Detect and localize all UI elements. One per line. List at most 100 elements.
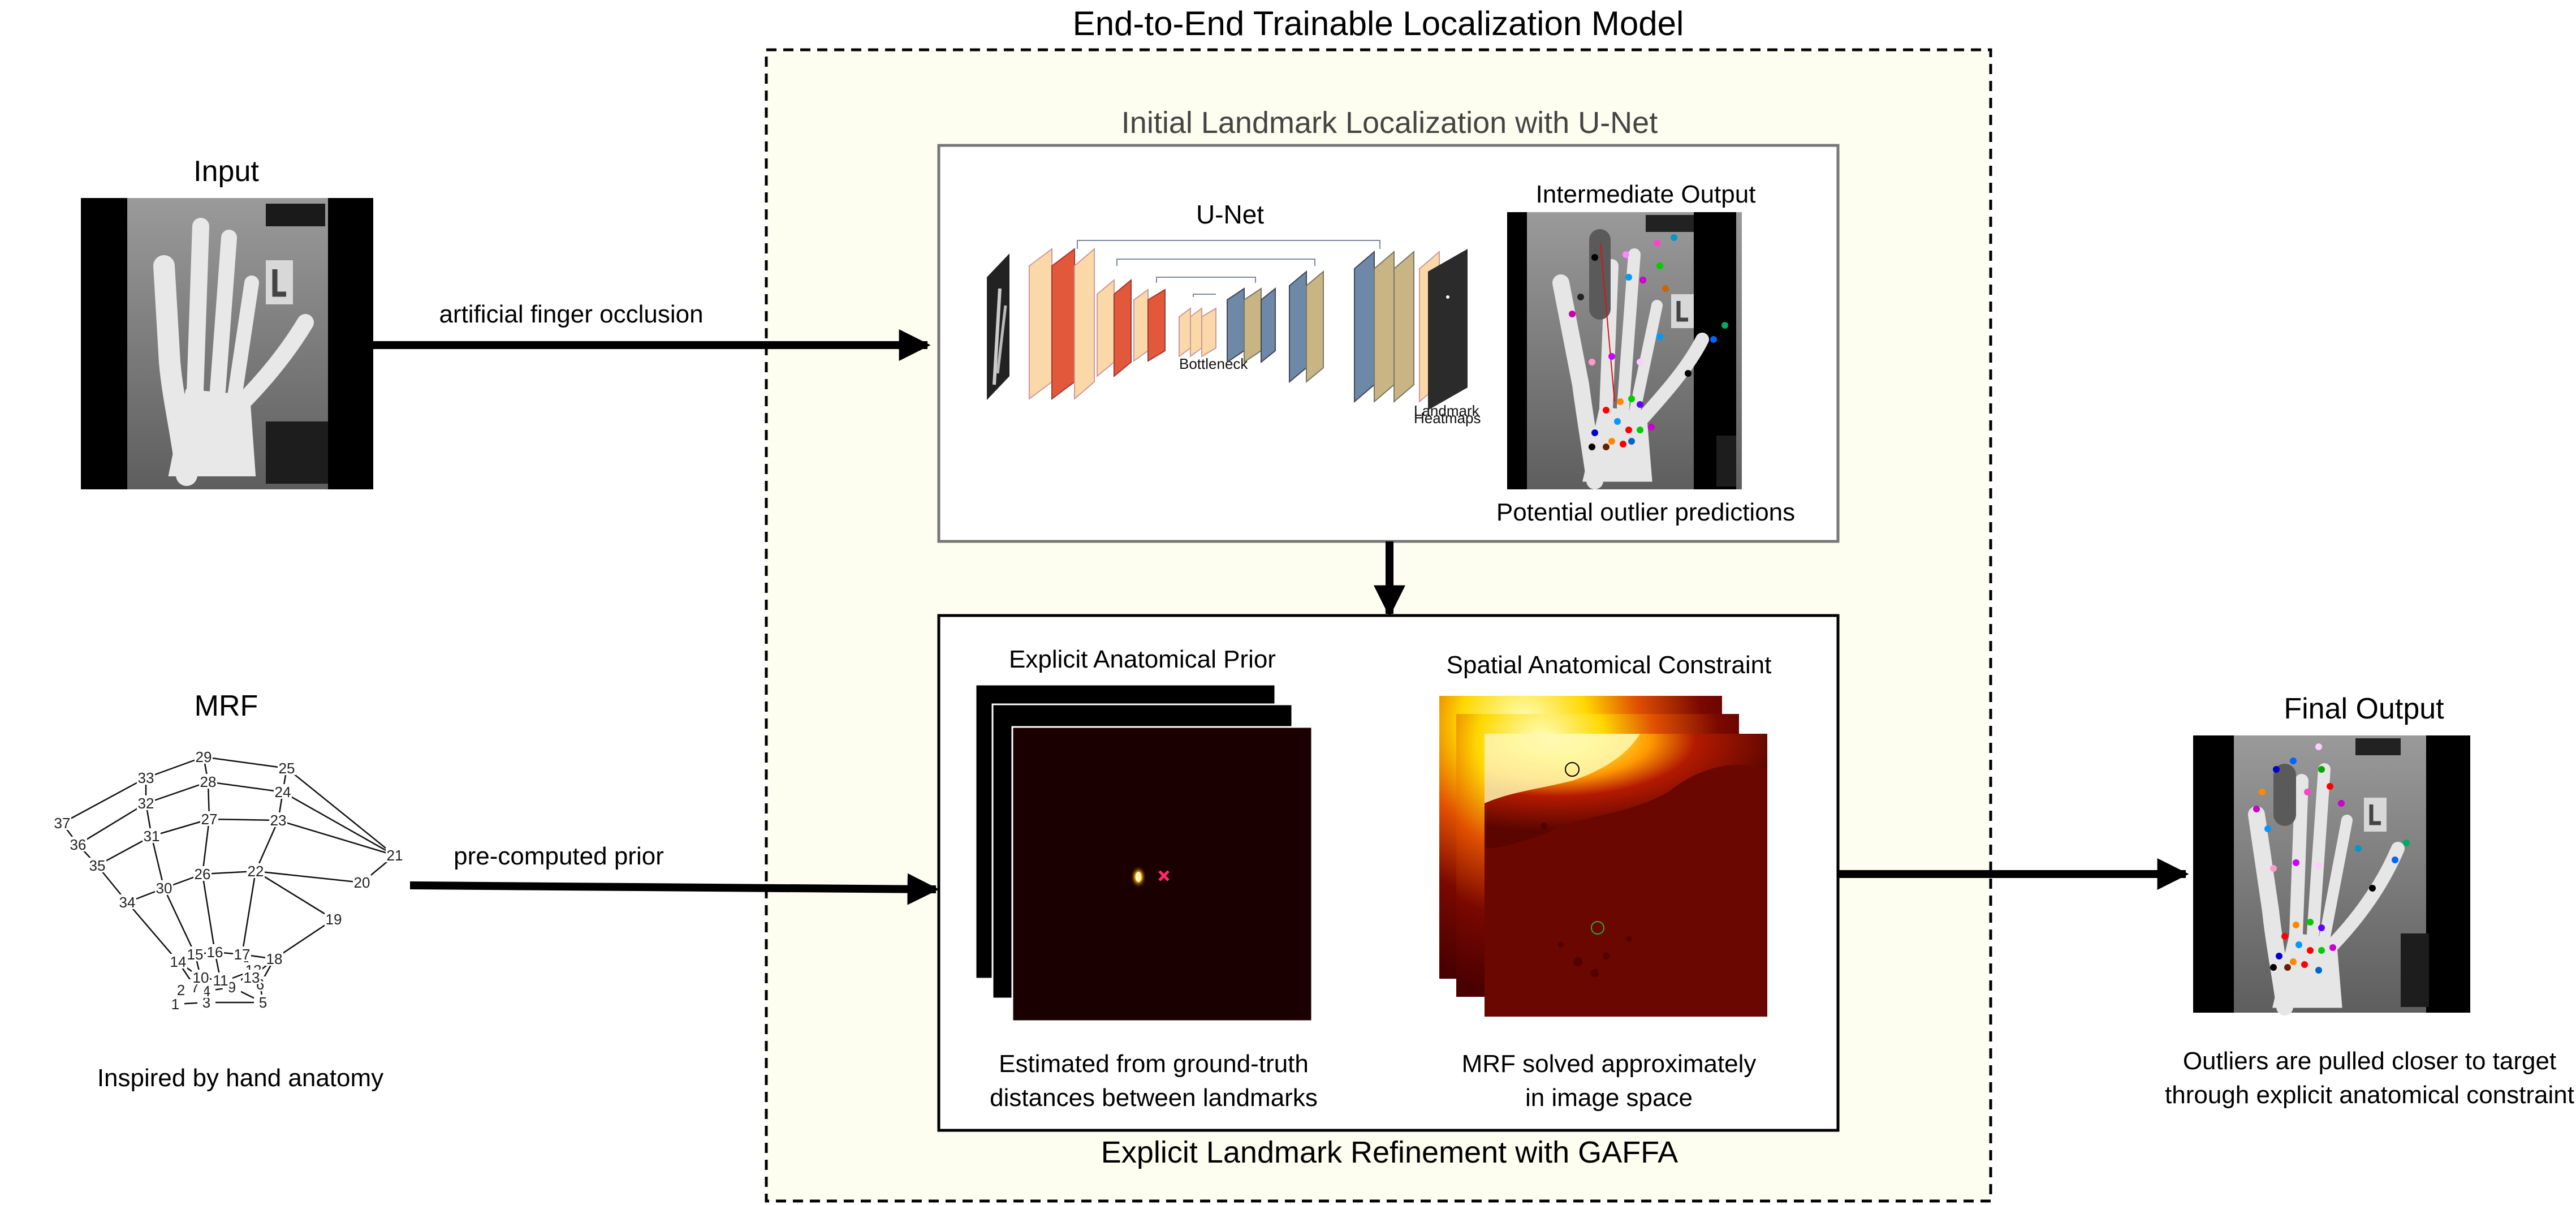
final-output-label: Final Output — [2284, 692, 2444, 725]
mrf-edge — [127, 902, 179, 962]
mrf-node-bg — [274, 784, 292, 799]
prior-caption-line-2: distances between landmarks — [990, 1084, 1318, 1112]
mrf-node-bg — [278, 760, 296, 775]
gaffa-section-title: Explicit Landmark Refinement with GAFFA — [1101, 1135, 1678, 1169]
mrf-edge — [255, 870, 334, 920]
mrf-node-bg — [155, 880, 173, 895]
mrf-node-bg — [212, 972, 230, 987]
mrf-node-label: 5 — [259, 994, 267, 1011]
mrf-node-label: 23 — [270, 812, 287, 829]
mrf-node-label: 33 — [138, 769, 154, 786]
mrf-node-label: 32 — [138, 795, 154, 812]
mrf-edge — [163, 888, 196, 955]
unet-section-title: Initial Landmark Localization with U-Net — [1121, 106, 1658, 140]
mrf-node-label: 24 — [275, 784, 291, 801]
edge-label-prior: pre-computed prior — [454, 842, 664, 870]
mrf-node-label: 21 — [387, 847, 403, 864]
mrf-edge — [278, 819, 395, 857]
mrf-node-label: 9 — [228, 979, 236, 996]
mrf-node-bg — [118, 894, 136, 909]
mrf-node-label: 16 — [207, 944, 223, 961]
mrf-graph: 1234567891011121314151617181920212223242… — [53, 748, 404, 1013]
svg-text:Landmark: Landmark — [1414, 402, 1480, 419]
mrf-node-bg — [193, 866, 212, 881]
mrf-node-bg — [137, 770, 155, 785]
mrf-node-label: 19 — [326, 911, 342, 928]
mrf-edge — [151, 818, 210, 837]
mrf-edge — [145, 781, 209, 804]
mrf-node-label: 11 — [213, 972, 228, 989]
mrf-node-bg — [265, 951, 283, 966]
mrf-node-bg — [195, 749, 213, 764]
mrf-node-label: 36 — [70, 836, 87, 853]
mrf-node-label: 27 — [201, 811, 218, 828]
mrf-edge — [255, 870, 363, 884]
mrf-edge — [208, 781, 283, 793]
mrf-edge — [209, 818, 279, 821]
intermediate-output-title: Intermediate Output — [1536, 180, 1756, 208]
mrf-node-bg — [169, 954, 187, 969]
mrf-edge — [241, 871, 257, 955]
intermediate-output-image — [1507, 212, 1742, 489]
mrf-node-label: 35 — [89, 857, 106, 874]
prior-heatmap-stack — [974, 683, 1313, 1022]
mrf-node-label: 13 — [244, 969, 260, 986]
mrf-node-label: 31 — [144, 828, 160, 845]
prior-title: Explicit Anatomical Prior — [1009, 645, 1276, 673]
final-output-image — [2193, 735, 2470, 1015]
mrf-node-label: 2 — [177, 982, 185, 999]
prior-caption-line-1: Estimated from ground-truth — [999, 1050, 1309, 1078]
mrf-node-bg — [386, 847, 404, 862]
mrf-label: MRF — [195, 690, 258, 722]
constraint-caption-line-1: MRF solved approximately — [1462, 1050, 1757, 1078]
edge-label-occlusion: artificial finger occlusion — [439, 300, 703, 328]
mrf-node-bg — [88, 858, 106, 872]
mrf-node-label: 20 — [354, 874, 370, 891]
mrf-node-bg — [69, 837, 87, 851]
unet-label: U-Net — [1196, 200, 1264, 229]
mrf-edge — [62, 777, 146, 824]
mrf-node-bg — [166, 996, 184, 1011]
final-caption-line-1: Outliers are pulled closer to target — [2183, 1047, 2556, 1075]
mrf-node-label: 4 — [202, 983, 210, 1000]
mrf-node-bg — [137, 795, 155, 810]
mrf-node-label: 26 — [195, 866, 211, 883]
mrf-node-label: 10 — [193, 969, 209, 986]
mrf-edge — [150, 836, 165, 889]
mrf-edge — [145, 756, 204, 779]
mrf-node-bg — [200, 811, 218, 826]
mrf-node-bg — [233, 946, 251, 961]
mrf-node-label: 29 — [196, 748, 212, 765]
mrf-node-label: 25 — [279, 760, 295, 777]
final-caption-line-2: through explicit anatomical constraint — [2165, 1081, 2574, 1109]
mrf-edge — [77, 802, 146, 846]
mrf-node-label: 14 — [170, 953, 187, 970]
arrow-prior-to-gaffa — [409, 873, 939, 905]
mrf-node-bg — [243, 970, 261, 984]
mrf-node-label: 34 — [119, 894, 136, 911]
svg-text:Heatmaps: Heatmaps — [1414, 410, 1481, 427]
model-title: End-to-End Trainable Localization Model — [1073, 5, 1684, 42]
unet-architecture-diagram: Bottleneck Landmark Heatmaps — [987, 240, 1481, 427]
mrf-node-label: 3 — [202, 994, 210, 1011]
mrf-node-bg — [269, 812, 287, 827]
mrf-edge — [282, 791, 395, 857]
mrf-node-bg — [247, 863, 265, 878]
mrf-node-bg — [143, 828, 161, 843]
mrf-node-label: 22 — [248, 863, 264, 880]
mrf-node-bg — [186, 946, 204, 961]
mrf-edge — [254, 820, 279, 872]
mrf-node-label: 1 — [171, 996, 179, 1013]
mrf-edge — [274, 918, 334, 960]
mrf-node-bg — [254, 995, 272, 1009]
mrf-node-bg — [206, 944, 224, 959]
mrf-node-bg — [199, 774, 217, 789]
mrf-node-label: 30 — [156, 880, 172, 897]
svg-text:Bottleneck: Bottleneck — [1179, 355, 1248, 372]
mrf-edge — [203, 756, 287, 769]
mrf-node-label: 17 — [234, 946, 251, 963]
mrf-node-bg — [353, 875, 371, 889]
input-xray-image — [81, 198, 373, 489]
outlier-caption: Potential outlier predictions — [1496, 498, 1795, 526]
